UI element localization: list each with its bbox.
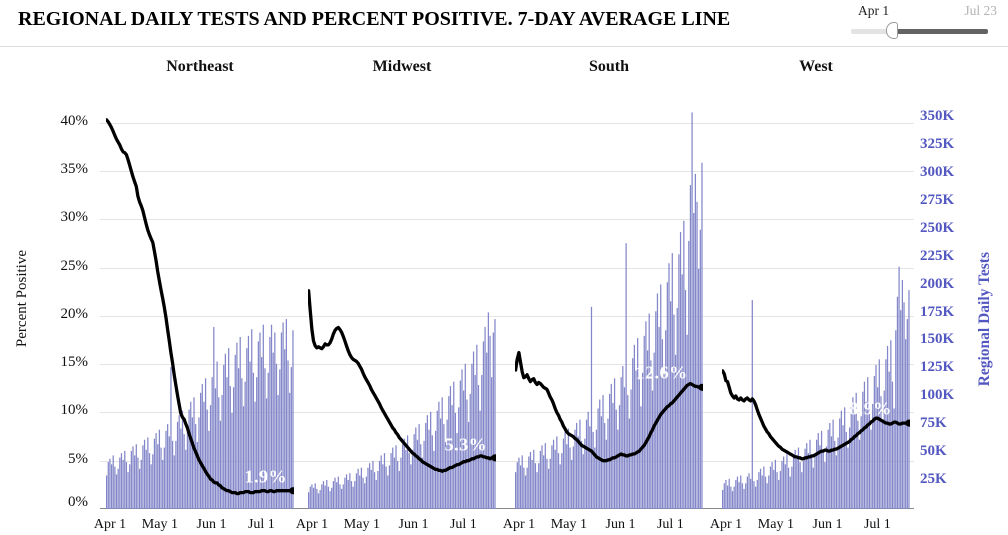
gridline-35pct bbox=[100, 171, 914, 173]
left-tick-10%: 10% bbox=[60, 402, 89, 419]
right-tick-75K: 75K bbox=[920, 415, 947, 432]
slider-start-date-label: Apr 1 bbox=[858, 3, 890, 18]
gridline-5pct bbox=[100, 460, 914, 462]
gridline-20pct bbox=[100, 315, 914, 317]
date-slider-handle[interactable] bbox=[886, 22, 898, 39]
x-axis-line bbox=[100, 508, 914, 509]
x-tick-northeast-Jul 1: Jul 1 bbox=[247, 517, 275, 532]
panel-northeast[interactable]: Northeast 1.9% bbox=[106, 58, 294, 509]
line-end-dot bbox=[491, 454, 496, 462]
right-tick-150K: 150K bbox=[920, 331, 955, 348]
x-tick-west-Jul 1: Jul 1 bbox=[863, 517, 891, 532]
left-tick-5%: 5% bbox=[68, 450, 88, 467]
panel-south[interactable]: South 12.6% bbox=[515, 58, 703, 509]
x-tick-midwest-May 1: May 1 bbox=[343, 517, 380, 532]
right-tick-175K: 175K bbox=[920, 303, 955, 320]
header-divider bbox=[0, 46, 1008, 47]
left-tick-40%: 40% bbox=[60, 112, 89, 129]
page-title: REGIONAL DAILY TESTS AND PERCENT POSITIV… bbox=[18, 8, 731, 30]
right-tick-200K: 200K bbox=[920, 275, 955, 292]
x-tick-northeast-Jun 1: Jun 1 bbox=[196, 517, 227, 532]
panel-midwest[interactable]: Midwest 5.3% bbox=[308, 58, 496, 509]
x-tick-midwest-Apr 1: Apr 1 bbox=[295, 517, 329, 532]
gridline-10pct bbox=[100, 412, 914, 414]
panel-title-south: South bbox=[588, 58, 630, 75]
end-value-label-northeast: 1.9% bbox=[244, 466, 288, 487]
panel-title-midwest: Midwest bbox=[372, 58, 432, 75]
x-tick-west-May 1: May 1 bbox=[757, 517, 794, 532]
panel-west[interactable]: West 8.9% bbox=[722, 58, 910, 509]
x-tick-south-Jul 1: Jul 1 bbox=[656, 517, 684, 532]
left-tick-30%: 30% bbox=[60, 209, 89, 226]
gridline-40pct bbox=[100, 122, 914, 124]
right-tick-275K: 275K bbox=[920, 191, 955, 208]
chart-plot-south[interactable] bbox=[515, 108, 703, 509]
right-tick-125K: 125K bbox=[920, 359, 955, 376]
left-tick-35%: 35% bbox=[60, 161, 89, 178]
left-tick-25%: 25% bbox=[60, 257, 89, 274]
end-value-label-midwest: 5.3% bbox=[444, 434, 488, 455]
left-tick-15%: 15% bbox=[60, 354, 89, 371]
right-tick-100K: 100K bbox=[920, 387, 955, 404]
left-tick-0%: 0% bbox=[68, 494, 88, 510]
end-value-label-south: 12.6% bbox=[635, 362, 688, 383]
right-tick-325K: 325K bbox=[920, 136, 955, 152]
right-tick-350K: 350K bbox=[920, 108, 955, 125]
right-tick-50K: 50K bbox=[920, 443, 947, 460]
chart-plot-west[interactable] bbox=[722, 108, 910, 509]
right-tick-225K: 225K bbox=[920, 247, 955, 264]
end-value-label-west: 8.9% bbox=[849, 398, 892, 419]
date-slider-track-filled[interactable] bbox=[851, 29, 893, 34]
gridline-15pct bbox=[100, 364, 914, 366]
x-tick-south-May 1: May 1 bbox=[550, 517, 587, 532]
x-tick-south-Apr 1: Apr 1 bbox=[502, 517, 536, 532]
x-tick-midwest-Jul 1: Jul 1 bbox=[449, 517, 477, 532]
line-end-dot bbox=[289, 487, 294, 495]
panel-title-west: West bbox=[799, 58, 833, 75]
x-tick-northeast-May 1: May 1 bbox=[141, 517, 178, 532]
gridline-30pct bbox=[100, 219, 914, 221]
line-end-dot bbox=[698, 383, 703, 391]
x-tick-midwest-Jun 1: Jun 1 bbox=[398, 517, 429, 532]
x-tick-south-Jun 1: Jun 1 bbox=[605, 517, 636, 532]
panel-title-northeast: Northeast bbox=[166, 58, 234, 75]
right-tick-25K: 25K bbox=[920, 471, 947, 488]
left-tick-20%: 20% bbox=[60, 305, 89, 322]
slider-end-date-label: Jul 23 bbox=[964, 3, 997, 18]
x-tick-west-Apr 1: Apr 1 bbox=[709, 517, 743, 532]
x-tick-northeast-Apr 1: Apr 1 bbox=[93, 517, 127, 532]
x-tick-west-Jun 1: Jun 1 bbox=[812, 517, 843, 532]
line-end-dot bbox=[905, 419, 910, 427]
gridline-25pct bbox=[100, 267, 914, 269]
chart-plot-northeast[interactable] bbox=[106, 108, 294, 509]
right-tick-300K: 300K bbox=[920, 163, 955, 180]
right-tick-250K: 250K bbox=[920, 219, 955, 236]
right-axis-title: Regional Daily Tests bbox=[976, 252, 993, 387]
date-slider-track[interactable] bbox=[893, 29, 988, 34]
chart-plot-midwest[interactable] bbox=[308, 108, 496, 509]
